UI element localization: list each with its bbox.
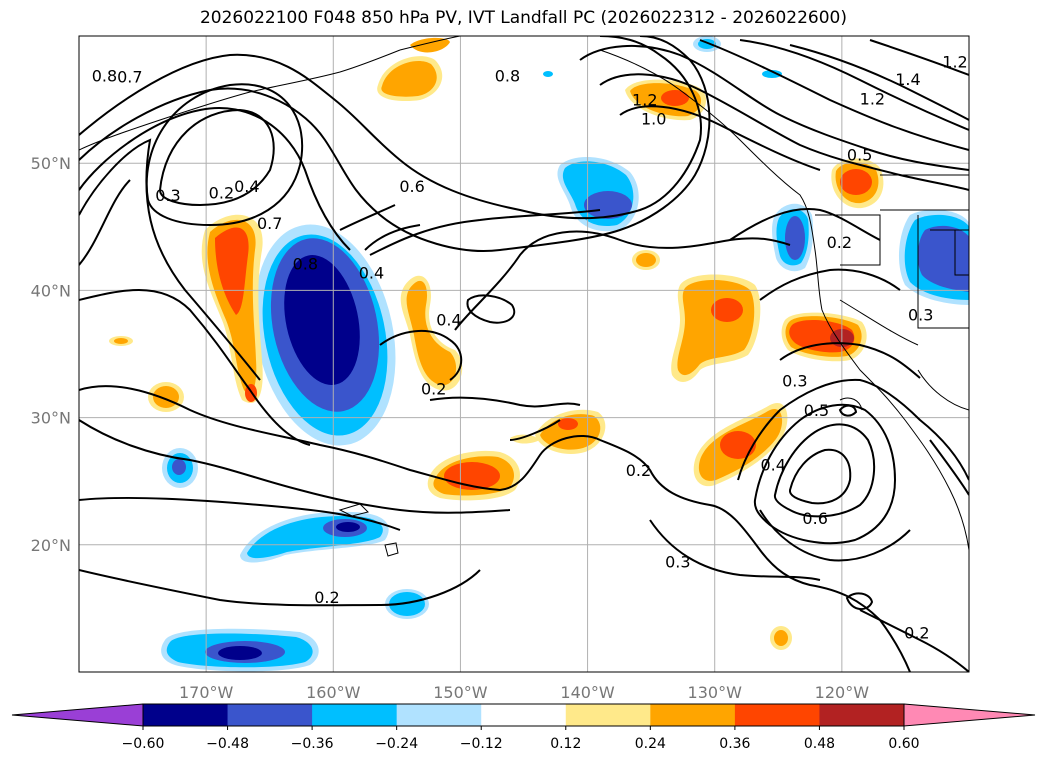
contour-label: 1.4	[895, 70, 920, 89]
colorbar-tick-label: 0.60	[888, 736, 919, 752]
lon-tick-label: 130°W	[688, 683, 743, 702]
colorbar-segment	[481, 704, 567, 726]
colorbar-segment	[565, 704, 651, 726]
contour-label: 1.0	[641, 110, 666, 129]
lon-tick-label: 140°W	[560, 683, 615, 702]
positive-anomaly-150w	[427, 450, 520, 501]
longitude-labels: 170°W 160°W 150°W 140°W 130°W 120°W	[179, 683, 869, 702]
lon-tick-label: 120°W	[815, 683, 870, 702]
colorbar-tick-label: 0.12	[550, 736, 581, 752]
contour-label: 1.2	[942, 52, 967, 71]
lat-tick-label: 40°N	[31, 281, 71, 300]
colorbar-tick-label: −0.48	[206, 736, 249, 752]
contour-label: 0.2	[827, 233, 852, 252]
positive-anomaly-strip	[400, 275, 463, 391]
contour-label: 0.5	[804, 401, 829, 420]
contour-label: 0.4	[359, 264, 384, 283]
colorbar-segment	[227, 704, 313, 726]
colorbar-frame	[142, 703, 905, 727]
gridlines	[79, 36, 969, 672]
map-title: 2026022100 F048 850 hPa PV, IVT Landfall…	[199, 8, 847, 28]
contour-label: 0.7	[257, 214, 282, 233]
contour-label: 0.8	[293, 255, 318, 274]
contour-label: 0.4	[436, 311, 461, 330]
map-frame	[78, 35, 970, 673]
contour-label: 0.3	[155, 186, 180, 205]
colorbar-tick-label: 0.48	[804, 736, 835, 752]
contour-label: 0.8	[92, 66, 117, 85]
contour-label: 0.7	[117, 68, 142, 87]
lon-tick-label: 170°W	[179, 683, 234, 702]
lon-tick-label: 150°W	[433, 683, 488, 702]
colorbar-tick-label: −0.60	[122, 736, 165, 752]
colorbar-segment	[396, 704, 482, 726]
contour-label: 0.6	[399, 177, 424, 196]
positive-anomaly-west	[201, 214, 263, 404]
lon-tick-label: 160°W	[306, 683, 361, 702]
lat-tick-label: 20°N	[31, 536, 71, 555]
contour-label: 0.8	[495, 66, 520, 85]
contour-label: 0.2	[421, 379, 446, 398]
contour-label: 1.2	[632, 91, 657, 110]
coastlines	[79, 36, 969, 557]
colorbar-segment	[650, 704, 736, 726]
contour-label: 1.2	[860, 89, 885, 108]
contour-label: 0.2	[904, 624, 929, 643]
contour-label: 0.3	[665, 552, 690, 571]
contour-label: 0.6	[802, 509, 827, 528]
latitude-labels: 50°N 40°N 30°N 20°N	[31, 154, 71, 555]
colorbar-extend-min	[11, 703, 144, 727]
negative-anomaly-central	[254, 224, 396, 446]
contour-labels: 0.8 0.70.20.3 0.40.70.8 0.40.60.40.20.81.21…	[92, 52, 968, 643]
pv-contours	[79, 36, 969, 672]
contour-label: 0.4	[760, 456, 785, 475]
colorbar-tick-label: 0.36	[719, 736, 750, 752]
contour-label: 0.3	[908, 306, 933, 325]
negative-anomaly-south	[161, 628, 319, 672]
contour-label: 0.3	[782, 372, 807, 391]
colorbar-segment	[819, 704, 905, 726]
colorbar-tick-label: 0.24	[635, 736, 666, 752]
lat-tick-label: 30°N	[31, 409, 71, 428]
contour-label: 0.2	[626, 461, 651, 480]
colorbar-tick-label: −0.36	[291, 736, 334, 752]
colorbar: −0.60 −0.48 −0.36 −0.24 −0.12 0.12 0.24 0.36 0.4…	[11, 703, 1036, 752]
colorbar-segment	[143, 704, 229, 726]
contour-label: 0.2	[314, 588, 339, 607]
positive-anomaly-california	[781, 312, 867, 362]
colorbar-tick-label: −0.24	[375, 736, 418, 752]
negative-anomaly-20n	[240, 511, 389, 563]
pv-shading-layer	[109, 36, 969, 672]
colorbar-extend-max	[903, 703, 1036, 727]
negative-anomaly-140w	[557, 156, 639, 232]
contour-label: 0.2	[209, 183, 234, 202]
colorbar-segment	[734, 704, 820, 726]
colorbar-tick-label: −0.12	[460, 736, 503, 752]
colorbar-segment	[312, 704, 398, 726]
positive-anomaly-130w	[671, 274, 761, 382]
contour-label: 0.4	[234, 177, 259, 196]
lat-tick-label: 50°N	[31, 154, 71, 173]
contour-label: 0.5	[847, 145, 872, 164]
